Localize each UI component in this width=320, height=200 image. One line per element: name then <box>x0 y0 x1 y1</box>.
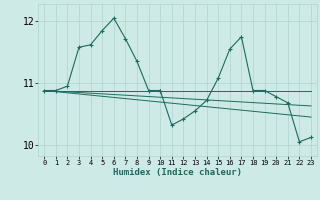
X-axis label: Humidex (Indice chaleur): Humidex (Indice chaleur) <box>113 168 242 177</box>
